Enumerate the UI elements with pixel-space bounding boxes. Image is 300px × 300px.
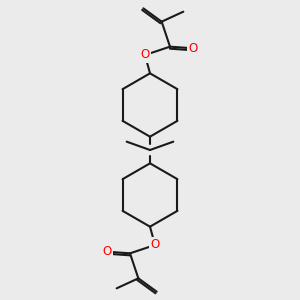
Text: O: O bbox=[150, 238, 160, 251]
Text: O: O bbox=[189, 42, 198, 55]
Text: O: O bbox=[140, 49, 150, 62]
Text: O: O bbox=[102, 245, 111, 258]
